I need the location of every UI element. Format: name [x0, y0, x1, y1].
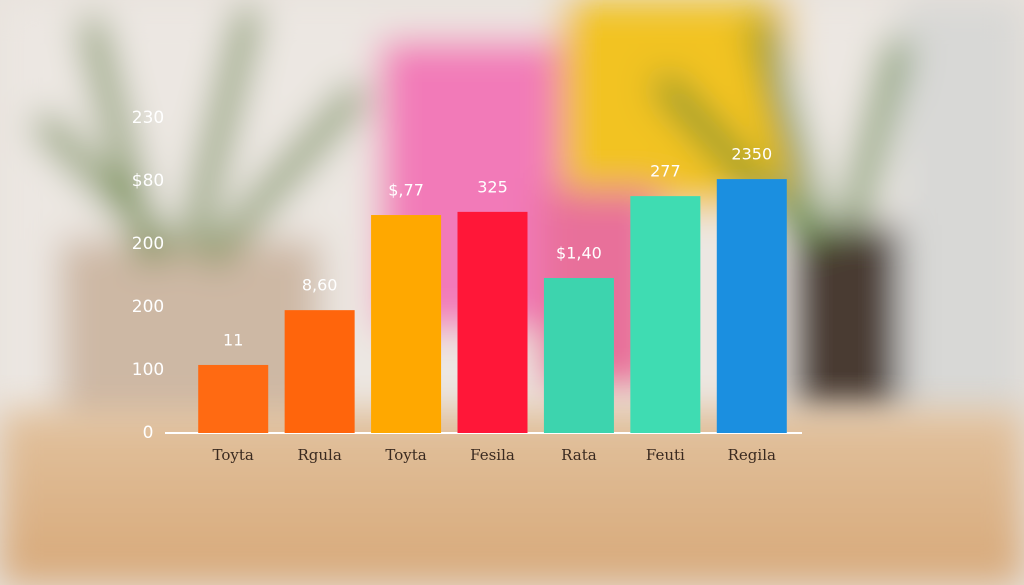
bar-annotation: $,77: [388, 181, 424, 200]
bar: [457, 211, 528, 433]
bar-annotation: $1,40: [556, 244, 602, 263]
y-tick-label: 200: [132, 297, 164, 317]
y-tick-label: 200: [132, 234, 164, 254]
bar-annotation: 277: [650, 162, 681, 181]
bar-annotation: 325: [477, 177, 508, 196]
y-tick-label: 0: [143, 423, 154, 443]
x-tick-label: Rgula: [297, 446, 341, 464]
x-tick-label: Toyta: [385, 446, 426, 464]
y-tick-label: 230: [132, 108, 164, 128]
bar-annotation: 8,60: [302, 276, 338, 295]
x-tick-label: Rata: [561, 446, 597, 464]
bar: [371, 215, 442, 433]
bar: [284, 310, 355, 433]
bar: [630, 196, 701, 433]
bar: [716, 179, 787, 433]
x-tick-label: Toyta: [213, 446, 254, 464]
x-tick-label: Regila: [728, 446, 776, 464]
y-tick-label: $80: [132, 171, 164, 191]
x-tick-label: Fesila: [470, 446, 515, 464]
bar: [543, 278, 614, 433]
y-tick-label: 100: [132, 360, 164, 380]
x-tick-label: Feuti: [646, 446, 685, 464]
bar: [198, 364, 269, 433]
bar-annotation: 2350: [731, 145, 772, 164]
bar-annotation: 11: [223, 330, 243, 349]
